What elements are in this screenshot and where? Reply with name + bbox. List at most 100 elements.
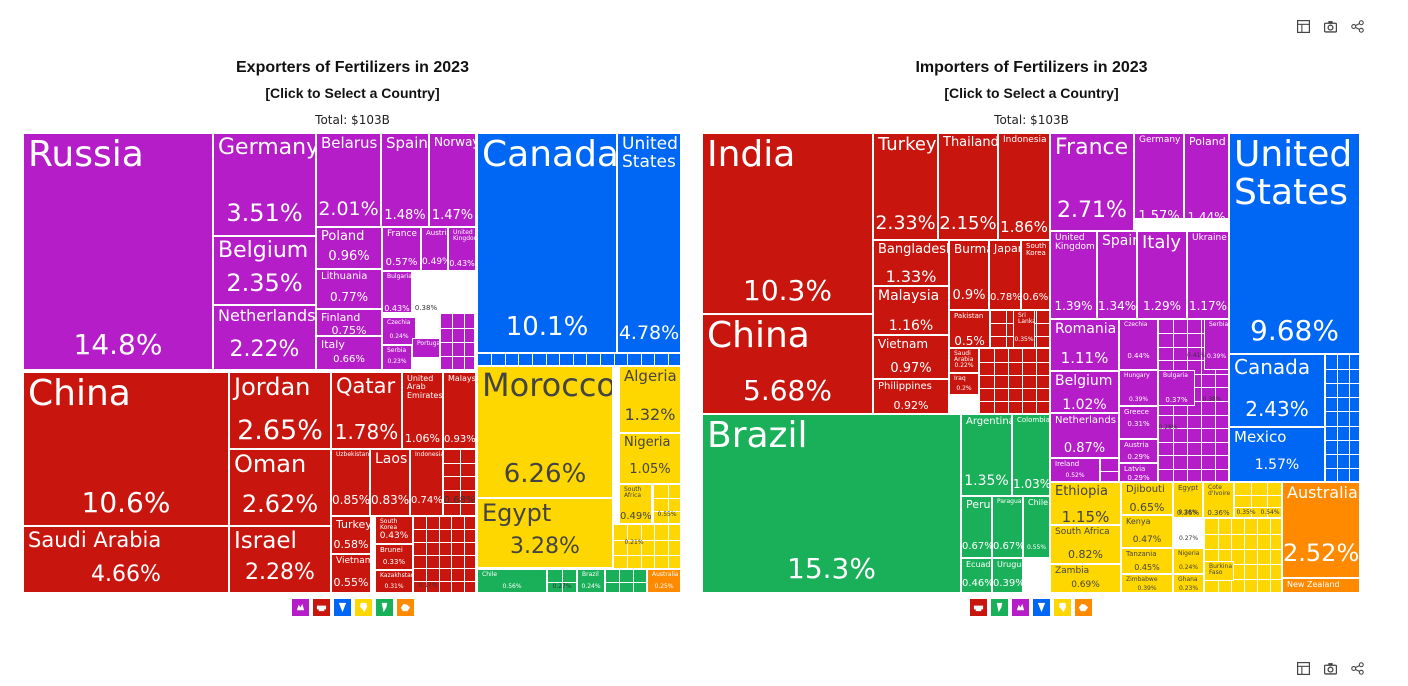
treemap-cell-egypt[interactable]: Egypt 3.28% bbox=[477, 498, 613, 568]
treemap-cell-latvia[interactable]: Latvia 0.29% bbox=[1119, 463, 1158, 482]
treemap-cell-canada[interactable]: Canada 10.1% bbox=[477, 133, 617, 353]
treemap-cell-ethiopia[interactable]: Ethiopia 1.15% bbox=[1050, 482, 1121, 525]
treemap-cell-philippines[interactable]: Philippines 0.92% bbox=[873, 379, 949, 414]
treemap-cell-kenya[interactable]: Kenya 0.47% bbox=[1121, 515, 1173, 548]
share-icon[interactable] bbox=[1348, 659, 1366, 677]
treemap-cell-united-kingdom[interactable]: United Kingdom 0.43% bbox=[448, 227, 476, 271]
treemap-cell-malaysia[interactable]: Malaysia 0.93% bbox=[443, 372, 476, 449]
legend-europe-icon[interactable] bbox=[292, 599, 309, 616]
treemap-cell-china[interactable]: China 10.6% bbox=[23, 372, 229, 526]
treemap-cell-peru[interactable]: Peru 0.67% bbox=[961, 496, 992, 558]
treemap-cell-thailand[interactable]: Thailand 2.15% bbox=[938, 133, 998, 240]
treemap-cell-chile[interactable]: Chile 0.56% bbox=[477, 569, 547, 593]
treemap-cell-indonesia[interactable]: Indonesia 0.74% bbox=[410, 449, 443, 516]
treemap-cell-australia[interactable]: Australia 2.52% bbox=[1282, 482, 1360, 578]
treemap-cell-norway[interactable]: Norway 1.47% bbox=[429, 133, 476, 227]
treemap-cell-australia[interactable]: Australia 0.25% bbox=[647, 569, 681, 593]
treemap-cell-japan[interactable]: Japan 0.78% bbox=[989, 240, 1021, 310]
treemap-cell-argentina[interactable]: Argentina 1.35% bbox=[961, 414, 1012, 496]
treemap-cell-south-africa[interactable]: South Africa 0.49% bbox=[619, 484, 652, 524]
treemap-cell-new-zealand[interactable]: New Zealand bbox=[1282, 578, 1360, 593]
treemap-cell-united-states[interactable]: United States 9.68% bbox=[1229, 133, 1360, 354]
legend-north-america-icon[interactable] bbox=[334, 599, 351, 616]
treemap-cell-netherlands[interactable]: Netherlands 2.22% bbox=[213, 305, 316, 370]
treemap-cell-czechia[interactable]: Czechia 0.24% bbox=[382, 317, 416, 345]
treemap-cell-lithuania[interactable]: Lithuania 0.77% bbox=[316, 269, 382, 309]
treemap-cell-united-arab-emirates[interactable]: United Arab Emirates 1.06% bbox=[402, 372, 443, 449]
treemap-cell-djibouti[interactable]: Djibouti 0.65% bbox=[1121, 482, 1173, 515]
treemap-cell-sri-lanka[interactable]: Sri Lanka 0.35% bbox=[1013, 310, 1035, 348]
treemap-cell-spain[interactable]: Spain 1.48% bbox=[381, 133, 429, 227]
treemap-cell-brazil[interactable]: Brazil 15.3% bbox=[702, 414, 961, 593]
treemap-cell-united-states[interactable]: United States 4.78% bbox=[617, 133, 681, 353]
treemap-cell-qatar[interactable]: Qatar 1.78% bbox=[331, 372, 402, 449]
treemap-minor-cells[interactable] bbox=[979, 348, 1050, 414]
treemap-cell-saudi-arabia[interactable]: Saudi Arabia 4.66% bbox=[23, 526, 229, 593]
treemap-cell-bulgaria[interactable]: Bulgaria 0.43% bbox=[382, 271, 412, 313]
treemap-cell-turkey[interactable]: Turkey 2.33% bbox=[873, 133, 938, 240]
treemap-cell-canada[interactable]: Canada 2.43% bbox=[1229, 354, 1325, 427]
treemap-cell-paraguay[interactable]: Paraguay 0.67% bbox=[992, 496, 1023, 558]
treemap-cell-zimbabwe[interactable]: Zimbabwe 0.39% bbox=[1121, 574, 1173, 593]
treemap-minor-cells[interactable] bbox=[440, 313, 475, 370]
treemap-minor-cells[interactable] bbox=[413, 516, 476, 593]
treemap-cell-turkey[interactable]: Turkey 0.58% bbox=[331, 516, 371, 554]
table-icon[interactable] bbox=[1294, 659, 1312, 677]
treemap-cell-germany[interactable]: Germany 1.57% bbox=[1134, 133, 1184, 219]
treemap-cell-tanzania[interactable]: Tanzania 0.45% bbox=[1121, 548, 1173, 574]
treemap-cell-nigeria[interactable]: Nigeria 1.05% bbox=[619, 433, 681, 484]
treemap-minor-cells[interactable] bbox=[1204, 518, 1282, 593]
treemap-cell-netherlands[interactable]: Netherlands 0.87% bbox=[1050, 413, 1119, 458]
treemap-cell-burkina-faso[interactable]: Burkina Faso bbox=[1204, 561, 1234, 581]
legend-africa-icon[interactable] bbox=[355, 599, 372, 616]
treemap-cell-serbia[interactable]: Serbia 0.39% bbox=[1204, 319, 1229, 370]
treemap-cell-germany[interactable]: Germany 3.51% bbox=[213, 133, 316, 236]
treemap-cell-laos[interactable]: Laos 0.83% bbox=[370, 449, 410, 516]
treemap-cell-egypt[interactable]: Egypt 0.36% bbox=[1173, 482, 1203, 518]
table-icon[interactable] bbox=[1294, 17, 1312, 35]
treemap-cell-vietnam[interactable]: Vietnam 0.55% bbox=[331, 554, 371, 593]
treemap-cell-south-korea[interactable]: South Korea 0.43% bbox=[375, 516, 413, 544]
exporters-subtitle[interactable]: [Click to Select a Country] bbox=[265, 85, 440, 101]
treemap-cell-uruguay[interactable]: Uruguay 0.39% bbox=[992, 558, 1023, 593]
treemap-cell-bangladesh[interactable]: Bangladesh 1.33% bbox=[873, 240, 949, 286]
treemap-cell-ukraine[interactable]: Ukraine 1.17% bbox=[1187, 231, 1229, 319]
camera-icon[interactable] bbox=[1321, 659, 1339, 677]
treemap-cell-israel[interactable]: Israel 2.28% bbox=[229, 526, 331, 593]
treemap-minor-cells[interactable] bbox=[653, 484, 681, 524]
treemap-cell-south-korea[interactable]: South Korea 0.6% bbox=[1021, 240, 1050, 310]
treemap-cell-iraq[interactable]: Iraq 0.2% bbox=[949, 373, 979, 395]
treemap-cell-united-kingdom[interactable]: United Kingdom 1.39% bbox=[1050, 231, 1097, 319]
treemap-cell-portugal[interactable]: Portugal bbox=[412, 338, 440, 358]
treemap-cell-belgium[interactable]: Belgium 1.02% bbox=[1050, 371, 1119, 413]
treemap-cell-vietnam[interactable]: Vietnam 0.97% bbox=[873, 335, 949, 379]
treemap-cell-jordan[interactable]: Jordan 2.65% bbox=[229, 372, 331, 449]
legend-south-america-icon[interactable] bbox=[991, 599, 1008, 616]
treemap-cell-mexico[interactable]: Mexico 1.57% bbox=[1229, 427, 1325, 482]
treemap-cell-nigeria[interactable]: Nigeria 0.24% bbox=[1173, 548, 1204, 574]
treemap-cell-france[interactable]: France 2.71% bbox=[1050, 133, 1134, 231]
treemap-cell-finland[interactable]: Finland 0.75% bbox=[316, 309, 382, 336]
treemap-cell-russia[interactable]: Russia 14.8% bbox=[23, 133, 213, 370]
treemap-minor-cells[interactable] bbox=[1234, 482, 1282, 518]
treemap-cell-italy[interactable]: Italy 0.66% bbox=[316, 336, 382, 370]
treemap-cell-austria[interactable]: Austria 0.49% bbox=[421, 227, 448, 271]
treemap-cell-greece[interactable]: Greece 0.31% bbox=[1119, 406, 1158, 439]
legend-asia-icon[interactable] bbox=[313, 599, 330, 616]
treemap-cell-ecuador[interactable]: Ecuador 0.46% bbox=[961, 558, 992, 593]
treemap-cell-italy[interactable]: Italy 1.29% bbox=[1137, 231, 1187, 319]
treemap-cell-romania[interactable]: Romania 1.11% bbox=[1050, 319, 1119, 371]
treemap-cell-chile[interactable]: Chile 0.55% bbox=[1023, 496, 1050, 558]
treemap-cell-malaysia[interactable]: Malaysia 1.16% bbox=[873, 286, 949, 335]
legend-oceania-icon[interactable] bbox=[397, 599, 414, 616]
treemap-cell-oman[interactable]: Oman 2.62% bbox=[229, 449, 331, 526]
treemap-cell-poland[interactable]: Poland 1.44% bbox=[1184, 133, 1229, 219]
treemap-cell-czechia[interactable]: Czechia 0.44% bbox=[1119, 319, 1158, 370]
treemap-cell-belgium[interactable]: Belgium 2.35% bbox=[213, 236, 316, 305]
treemap-cell-ghana[interactable]: Ghana 0.23% bbox=[1173, 574, 1204, 593]
camera-icon[interactable] bbox=[1321, 17, 1339, 35]
treemap-cell-colombia[interactable]: Colombia 1.03% bbox=[1012, 414, 1050, 496]
treemap-cell-zambia[interactable]: Zambia 0.69% bbox=[1050, 564, 1121, 593]
share-icon[interactable] bbox=[1348, 17, 1366, 35]
treemap-cell-indonesia[interactable]: Indonesia 1.86% bbox=[998, 133, 1050, 240]
